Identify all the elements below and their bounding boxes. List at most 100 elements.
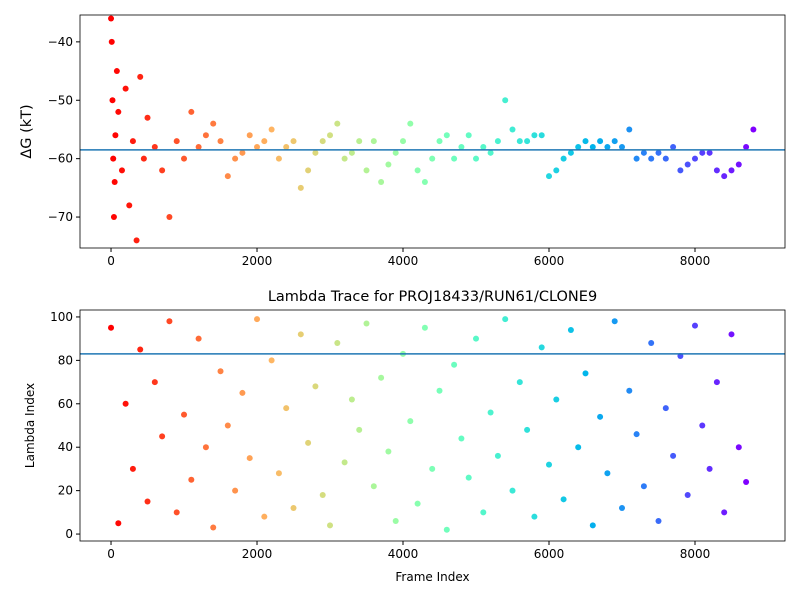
y-tick-label: 80 [58, 353, 73, 367]
point [232, 487, 239, 494]
point [268, 357, 275, 364]
point [261, 138, 268, 145]
point [290, 505, 297, 511]
point [113, 68, 120, 75]
point [589, 143, 596, 150]
point [473, 155, 480, 162]
point [531, 513, 538, 520]
point [188, 476, 195, 483]
point [305, 167, 312, 174]
point [706, 465, 713, 472]
point [385, 448, 392, 455]
point [421, 324, 428, 331]
point [421, 179, 428, 186]
point [553, 396, 560, 403]
point [648, 155, 655, 162]
x-tick-label: 8000 [680, 547, 711, 561]
point [575, 143, 582, 150]
point [111, 179, 118, 186]
y-tick-label: 60 [58, 397, 73, 411]
point [670, 143, 677, 150]
point [392, 149, 399, 156]
point [589, 522, 596, 529]
x-tick-label: 0 [107, 254, 115, 268]
point [108, 38, 115, 45]
point [166, 214, 173, 221]
point [465, 474, 472, 481]
point [181, 411, 188, 418]
point [735, 444, 742, 451]
point [611, 318, 618, 325]
point [290, 138, 297, 145]
point [224, 173, 231, 180]
point [239, 389, 246, 396]
point [684, 491, 691, 498]
x-tick-label: 4000 [388, 547, 419, 561]
point [140, 155, 147, 162]
point [487, 149, 494, 156]
point [254, 143, 261, 150]
point [173, 138, 180, 145]
point [451, 361, 458, 368]
point [210, 524, 217, 531]
point [633, 155, 640, 162]
point [122, 85, 129, 92]
point [334, 340, 341, 346]
point [684, 161, 691, 168]
point [195, 143, 202, 150]
point [159, 167, 166, 174]
point [567, 326, 574, 333]
point [268, 126, 275, 133]
point [217, 138, 224, 145]
point [640, 149, 647, 156]
point [443, 526, 450, 533]
point [166, 318, 173, 325]
point [597, 413, 604, 420]
point [743, 478, 750, 485]
point [378, 374, 385, 381]
point [670, 452, 677, 459]
point [516, 138, 523, 145]
y-tick-label: 40 [58, 440, 73, 454]
point [246, 455, 253, 462]
y-tick-label: 100 [50, 310, 73, 324]
point [677, 167, 684, 174]
point [443, 132, 450, 139]
point [151, 143, 158, 150]
y-tick-label: 0 [65, 527, 73, 541]
axes-frame [79, 14, 786, 249]
point [246, 132, 253, 139]
point [473, 335, 480, 342]
point [538, 132, 545, 139]
point [110, 155, 117, 162]
point [546, 461, 553, 468]
point [604, 143, 611, 150]
point [363, 320, 370, 327]
point [699, 149, 706, 156]
point [275, 155, 282, 162]
y-axis-label: Lambda Index [23, 383, 37, 468]
point [553, 167, 560, 174]
point [348, 396, 355, 403]
point [699, 422, 706, 429]
point [560, 155, 567, 162]
point [436, 138, 443, 145]
x-tick-label: 6000 [534, 547, 565, 561]
point [524, 426, 531, 433]
point [283, 143, 290, 150]
point [115, 108, 122, 115]
y-axis-label: ΔG (kT) [19, 104, 35, 158]
point [283, 405, 290, 412]
x-axis-label: Frame Index [395, 570, 469, 584]
point [451, 155, 458, 162]
point [750, 126, 757, 133]
point [137, 346, 144, 353]
point [129, 138, 136, 145]
point [648, 340, 655, 346]
point [524, 138, 531, 145]
y-tick-label: −40 [48, 35, 73, 49]
point [173, 509, 180, 516]
point [356, 138, 363, 145]
point [188, 108, 195, 115]
point [327, 132, 334, 139]
